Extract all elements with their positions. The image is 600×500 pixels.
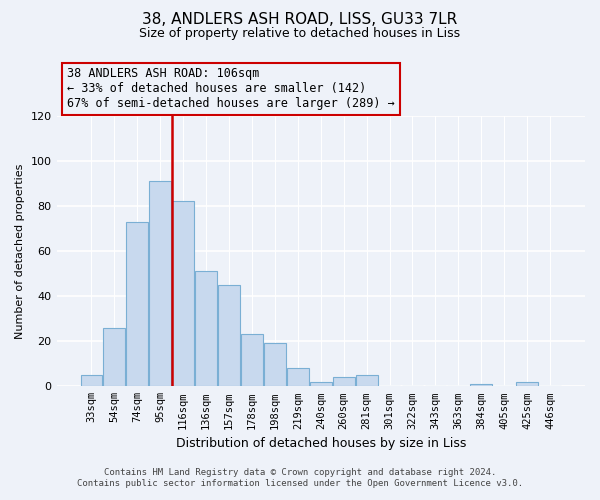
Bar — [264, 344, 286, 386]
Text: 38 ANDLERS ASH ROAD: 106sqm
← 33% of detached houses are smaller (142)
67% of se: 38 ANDLERS ASH ROAD: 106sqm ← 33% of det… — [67, 68, 395, 110]
Bar — [218, 285, 240, 386]
Bar — [80, 375, 103, 386]
Bar — [103, 328, 125, 386]
Bar — [149, 181, 171, 386]
Bar — [241, 334, 263, 386]
X-axis label: Distribution of detached houses by size in Liss: Distribution of detached houses by size … — [176, 437, 466, 450]
Bar — [333, 378, 355, 386]
Bar — [516, 382, 538, 386]
Bar — [195, 272, 217, 386]
Bar — [310, 382, 332, 386]
Bar — [172, 202, 194, 386]
Text: 38, ANDLERS ASH ROAD, LISS, GU33 7LR: 38, ANDLERS ASH ROAD, LISS, GU33 7LR — [142, 12, 458, 28]
Bar — [127, 222, 148, 386]
Text: Size of property relative to detached houses in Liss: Size of property relative to detached ho… — [139, 28, 461, 40]
Bar — [287, 368, 309, 386]
Text: Contains HM Land Registry data © Crown copyright and database right 2024.
Contai: Contains HM Land Registry data © Crown c… — [77, 468, 523, 487]
Bar — [356, 375, 377, 386]
Bar — [470, 384, 492, 386]
Y-axis label: Number of detached properties: Number of detached properties — [15, 164, 25, 338]
